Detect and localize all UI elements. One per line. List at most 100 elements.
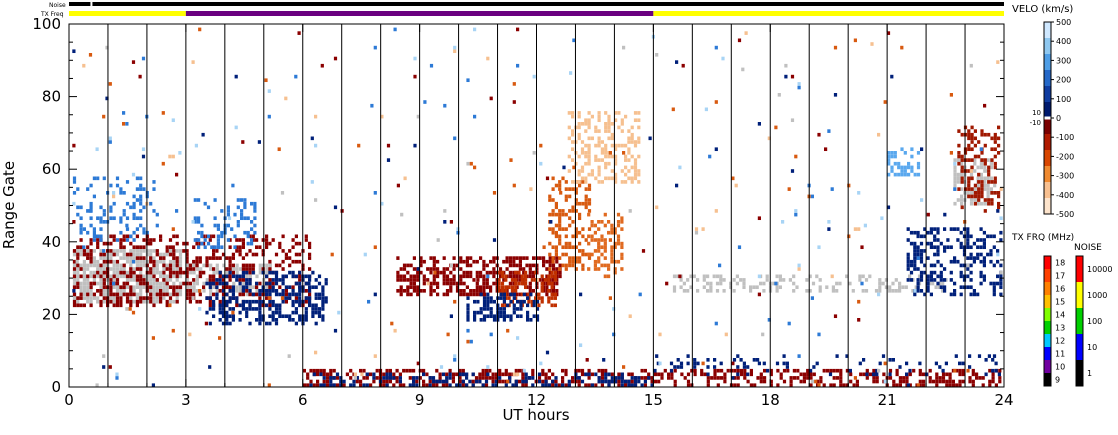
echo-cell: [907, 172, 911, 177]
echo-cell: [633, 143, 638, 148]
echo-cell: [278, 241, 282, 246]
echo-cell: [558, 263, 562, 268]
echo-cell: [195, 267, 199, 271]
echo-cell: [584, 151, 588, 155]
echo-cell: [988, 379, 992, 384]
echo-cell: [799, 379, 803, 384]
echo-cell: [321, 307, 325, 311]
echo-cell: [604, 151, 608, 155]
echo-cell: [512, 270, 516, 275]
echo-cell: [109, 296, 113, 300]
echo-cell: [139, 194, 143, 199]
echo-cell: [162, 259, 166, 264]
echo-cell: [475, 274, 479, 279]
echo-cell: [802, 379, 806, 384]
echo-cell: [291, 299, 295, 304]
echo-cell: [139, 296, 143, 300]
echo-cell: [679, 361, 684, 366]
txfreq-colorbar-tick-label: 13: [1055, 324, 1065, 333]
echo-cell: [226, 223, 230, 228]
echo-cell: [607, 161, 611, 166]
echo-cell: [966, 191, 970, 195]
echo-cell: [706, 274, 710, 279]
echo-cell: [324, 281, 328, 286]
echo-cell: [617, 379, 621, 384]
echo-cell: [907, 161, 911, 166]
echo-cell: [953, 256, 957, 260]
echo-cell: [294, 274, 298, 279]
echo-cell: [953, 292, 957, 297]
echo-cell: [89, 183, 93, 188]
echo-cell: [429, 63, 434, 68]
echo-cell: [900, 169, 904, 173]
echo-cell: [231, 310, 235, 315]
echo-cell: [109, 278, 113, 282]
echo-cell: [984, 358, 988, 362]
echo-cell: [261, 285, 265, 290]
echo-cell: [297, 31, 301, 35]
echo-cell: [155, 296, 159, 300]
echo-cell: [155, 223, 159, 228]
echo-cell: [175, 289, 179, 293]
echo-cell: [544, 383, 548, 388]
echo-cell: [953, 165, 957, 170]
echo-cell: [132, 256, 136, 260]
echo-cell: [897, 172, 901, 177]
echo-cell: [278, 278, 282, 282]
echo-cell: [398, 372, 402, 377]
echo-cell: [548, 241, 552, 246]
echo-cell: [992, 354, 997, 358]
echo-cell: [248, 292, 252, 297]
y-tick-label: 0: [51, 378, 61, 396]
echo-cell: [288, 270, 292, 275]
echo-cell: [603, 212, 607, 217]
echo-cell: [132, 249, 136, 253]
echo-cell: [172, 289, 176, 293]
echo-cell: [923, 270, 927, 275]
echo-cell: [966, 267, 970, 271]
echo-cell: [838, 281, 842, 286]
echo-cell: [268, 292, 272, 297]
echo-cell: [125, 285, 130, 290]
echo-cell: [349, 376, 353, 380]
echo-cell: [185, 274, 189, 279]
echo-cell: [250, 238, 254, 242]
echo-cell: [478, 379, 482, 384]
echo-cell: [789, 379, 793, 384]
echo-cell: [139, 270, 143, 275]
echo-cell: [72, 292, 77, 297]
echo-cell: [916, 245, 920, 250]
echo-cell: [553, 296, 557, 300]
echo-cell: [250, 241, 254, 246]
echo-cell: [946, 238, 950, 242]
echo-cell: [291, 259, 295, 264]
echo-cell: [574, 245, 578, 250]
echo-cell: [551, 263, 556, 268]
echo-cell: [580, 122, 585, 126]
echo-cell: [957, 154, 961, 159]
echo-cell: [482, 281, 486, 286]
echo-cell: [960, 158, 964, 162]
echo-cell: [515, 292, 519, 297]
echo-cell: [159, 299, 163, 304]
echo-cell: [426, 267, 430, 271]
echo-cell: [240, 209, 244, 213]
echo-cell: [929, 270, 933, 275]
x-tick-label: 9: [415, 391, 425, 409]
echo-cell: [119, 216, 123, 221]
echo-cell: [509, 158, 513, 162]
echo-cell: [515, 274, 519, 279]
echo-cell: [72, 49, 76, 54]
echo-cell: [432, 263, 436, 268]
echo-cell: [382, 376, 386, 380]
echo-cell: [451, 376, 455, 380]
echo-cell: [72, 252, 77, 257]
echo-cell: [829, 383, 833, 388]
echo-cell: [676, 274, 680, 279]
echo-cell: [245, 314, 249, 319]
echo-cell: [139, 274, 143, 279]
echo-cell: [152, 289, 156, 293]
txfreq-colorbar-tick-label: 18: [1055, 259, 1065, 268]
echo-cell: [198, 256, 202, 260]
echo-cell: [321, 303, 325, 308]
